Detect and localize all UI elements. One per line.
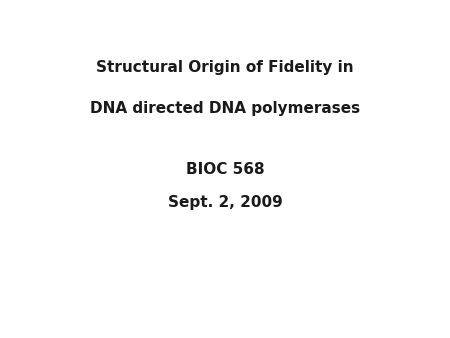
Text: Sept. 2, 2009: Sept. 2, 2009: [167, 195, 283, 210]
Text: Structural Origin of Fidelity in: Structural Origin of Fidelity in: [96, 60, 354, 75]
Text: BIOC 568: BIOC 568: [186, 162, 264, 176]
Text: DNA directed DNA polymerases: DNA directed DNA polymerases: [90, 101, 360, 116]
